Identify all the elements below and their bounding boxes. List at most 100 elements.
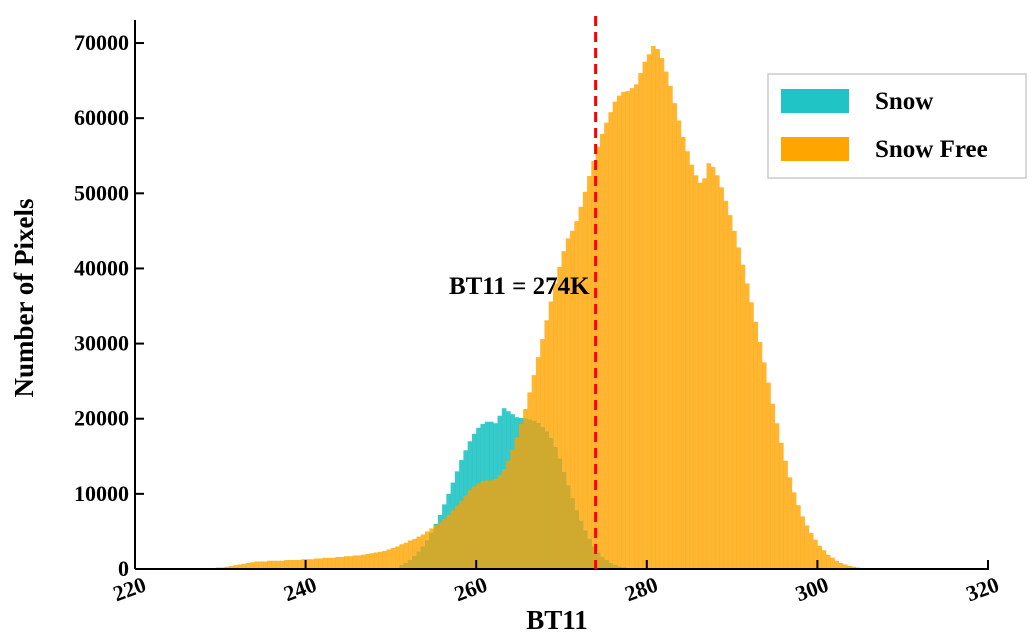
overlap-bar <box>595 552 601 569</box>
snow-free-bar <box>250 562 255 569</box>
snow-free-bar <box>288 559 294 569</box>
legend-swatch-snow-free <box>781 137 849 161</box>
snow-free-bar <box>412 538 417 569</box>
snow-free-bar <box>702 178 707 569</box>
snow-free-bar <box>770 403 776 569</box>
snow-free-bar <box>241 563 247 569</box>
overlap-bar <box>467 490 473 569</box>
snow-free-bar <box>659 58 665 570</box>
snow-free-bar <box>825 554 831 569</box>
x-tick-label: 320 <box>963 572 1003 607</box>
overlap-bar <box>425 540 430 569</box>
overlap-bar <box>446 514 451 569</box>
overlap-bar <box>433 525 439 569</box>
overlap-bar <box>429 532 434 569</box>
overlap-bar <box>608 562 614 569</box>
overlap-bar <box>506 460 511 569</box>
snow-free-bar <box>595 146 601 569</box>
snow-free-bar <box>348 556 353 569</box>
snow-free-bar <box>842 564 848 569</box>
overlap-bar <box>523 418 528 569</box>
overlap-bar <box>544 431 550 569</box>
snow-free-bar <box>715 175 720 569</box>
snow-free-bar <box>582 191 588 569</box>
overlap-bar <box>480 481 486 569</box>
snow-free-bar <box>744 283 750 569</box>
snow-free-bar <box>305 559 311 569</box>
snow-free-bar <box>851 566 857 569</box>
snow-free-bar <box>570 230 575 569</box>
snow-free-bar <box>808 532 814 569</box>
x-tick-label: 300 <box>792 572 832 607</box>
overlap-bar <box>604 559 609 569</box>
snow-free-bar <box>318 558 324 569</box>
snow-free-bar <box>309 559 315 569</box>
snow-free-bar <box>267 560 272 569</box>
snow-free-bar <box>591 160 596 569</box>
overlap-bar <box>412 556 417 569</box>
snow-free-bar <box>612 101 618 569</box>
snow-free-bar <box>552 283 558 569</box>
snow-free-bar <box>727 215 733 570</box>
snow-free-bar <box>604 122 609 570</box>
snow-free-bar <box>245 562 251 569</box>
snow-free-bar <box>574 221 579 570</box>
snow-free-bar <box>804 525 810 569</box>
snow-free-bar <box>783 460 788 569</box>
snow-free-bar <box>749 302 754 569</box>
snow-free-bar <box>262 561 268 569</box>
snow-free-bar <box>322 557 328 569</box>
overlap-bar <box>463 495 469 569</box>
overlap-bar <box>471 486 477 569</box>
snow-free-bar <box>390 547 396 569</box>
snow-free-bar <box>352 555 358 569</box>
snow-free-bar <box>587 176 592 569</box>
overlap-bar <box>616 566 622 569</box>
overlap-bar <box>565 485 571 569</box>
x-tick-label: 220 <box>110 572 150 607</box>
overlap-bar <box>501 469 507 569</box>
snow-free-bar <box>284 559 289 569</box>
snow-free-bar <box>761 362 767 569</box>
snow-free-bar <box>608 112 614 570</box>
overlap-bar <box>493 478 498 569</box>
y-axis-title: Number of Pixels <box>9 199 39 398</box>
snow-free-bar <box>599 133 605 569</box>
snow-free-bar <box>642 61 648 569</box>
snow-free-bar <box>339 556 345 569</box>
overlap-bar <box>488 480 494 569</box>
snow-free-bar <box>693 175 699 569</box>
snow-free-bar <box>719 187 724 570</box>
snow-free-bar <box>838 562 844 569</box>
overlap-bar <box>442 518 447 569</box>
overlap-bar <box>599 556 605 569</box>
snow-free-bar <box>407 540 413 569</box>
y-axis-ticks: 0 10000 20000 30000 40000 50000 60000 70000 <box>74 30 144 581</box>
snow-free-bar <box>821 550 827 569</box>
overlap-bar <box>587 538 592 569</box>
snow-free-bar <box>651 46 656 570</box>
legend-swatch-snow <box>781 89 849 113</box>
overlap-region <box>399 418 631 569</box>
snow-free-bar <box>740 264 746 569</box>
overlap-bar <box>450 510 456 569</box>
overlap-bar <box>420 546 426 569</box>
snow-free-bar <box>258 561 264 569</box>
y-tick-label: 20000 <box>74 406 129 431</box>
legend: Snow Snow Free <box>767 73 1027 179</box>
snow-free-bar <box>796 505 801 569</box>
snow-free-bar <box>403 542 409 569</box>
overlap-bar <box>459 500 464 569</box>
overlap-bar <box>570 498 575 569</box>
snow-free-bar <box>275 560 281 569</box>
snow-free-bar <box>395 546 400 569</box>
snow-free-bar <box>356 555 362 569</box>
overlap-bar <box>407 559 413 569</box>
snow-free-bar <box>578 206 584 569</box>
x-tick-label: 260 <box>451 572 491 607</box>
overlap-bar <box>514 437 520 569</box>
snow-free-bar <box>668 85 673 570</box>
snow-free-bar <box>548 301 554 569</box>
overlap-bar <box>582 530 588 569</box>
snow-free-bar <box>847 565 852 569</box>
